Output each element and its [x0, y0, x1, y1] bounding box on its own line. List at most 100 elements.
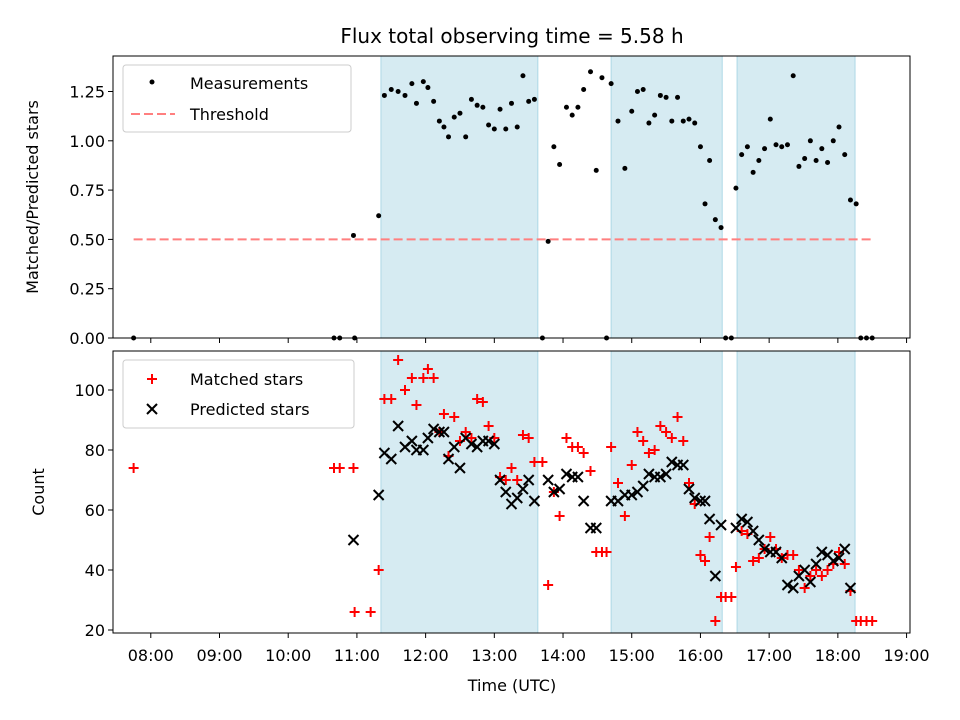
top-plot-frame — [112, 55, 911, 339]
measurement-point — [697, 144, 703, 150]
measurement-point — [692, 120, 698, 126]
y-tick-label: 1.25 — [69, 82, 105, 101]
predicted-stars-point — [709, 570, 722, 582]
measurement-point — [646, 120, 652, 126]
matched-stars-point — [438, 409, 449, 419]
measurement-point — [718, 225, 724, 231]
predicted-stars-point — [666, 456, 678, 468]
predicted-stars-point — [560, 468, 573, 480]
measurement-point — [847, 197, 853, 203]
predicted-stars-point — [522, 474, 535, 486]
matched-stars-point — [643, 448, 654, 458]
predicted-stars-point — [417, 444, 430, 456]
measurement-point — [402, 92, 408, 98]
measurement-point — [830, 138, 836, 144]
measurement-point — [431, 98, 437, 104]
measurement-point — [744, 144, 750, 150]
measurement-point — [669, 118, 675, 124]
measurement-point — [807, 138, 813, 144]
matched-stars-point — [666, 433, 677, 443]
bottom-panel: 20 40 60 80 100 08:00 09:00 10:00 11:00 12:00 13:… — [29, 350, 930, 695]
bottom-plot-frame — [112, 350, 911, 634]
measurement-point — [381, 92, 387, 98]
predicted-stars-point — [844, 582, 857, 594]
measurement-point — [463, 134, 469, 140]
bottom-y-axis-label: Count — [29, 468, 48, 516]
predicted-stars-point — [810, 558, 822, 570]
measurement-point — [622, 165, 628, 171]
matched-stars-series — [128, 355, 878, 626]
predicted-stars-point — [517, 483, 529, 495]
predicted-stars-point — [677, 459, 689, 471]
predicted-stars-point — [703, 513, 716, 525]
predicted-stars-point — [572, 471, 584, 483]
matched-stars-point — [765, 532, 776, 542]
top-panel: 0.00 0.25 0.50 0.75 1.00 1.25 Matched/Predict… — [23, 55, 911, 348]
predicted-stars-point — [747, 525, 759, 537]
measurement-point — [474, 102, 480, 108]
matched-stars-point — [483, 421, 494, 431]
matched-stars-point — [726, 592, 737, 602]
legend-matched-label: Matched stars — [190, 370, 303, 389]
y-tick-label: 0.50 — [69, 230, 105, 249]
predicted-stars-point — [482, 435, 495, 447]
measurement-point — [750, 169, 756, 175]
legend-measurements-marker — [149, 79, 155, 85]
measurement-point — [640, 87, 646, 93]
top-y-axis-label: Matched/Predicted stars — [23, 100, 42, 294]
measurement-point — [802, 156, 808, 162]
matched-stars-point — [606, 442, 617, 452]
matched-stars-point — [683, 478, 694, 488]
predicted-stars-point — [816, 546, 828, 558]
bottom-x-ticks: 08:00 09:00 10:00 11:00 12:00 13:00 14:00 15:00… — [128, 633, 930, 665]
measurement-point — [436, 118, 442, 124]
predicted-stars-point — [500, 486, 512, 498]
measurement-point — [468, 96, 474, 102]
matched-stars-point — [730, 562, 741, 572]
measurement-point — [446, 134, 452, 140]
matched-stars-point — [349, 607, 360, 617]
measurement-point — [581, 87, 587, 93]
predicted-stars-point — [637, 480, 649, 492]
measurement-point — [420, 79, 426, 85]
matched-stars-point — [822, 565, 833, 575]
measurement-point — [451, 114, 457, 120]
predicted-stars-point — [798, 564, 811, 576]
x-tick-label: 09:00 — [196, 646, 242, 665]
measurement-point — [615, 118, 621, 124]
matched-stars-point — [695, 550, 706, 560]
y-tick-label: 0.00 — [69, 329, 105, 348]
predicted-stars-point — [347, 534, 360, 546]
predicted-stars-point — [392, 420, 404, 432]
matched-stars-point — [661, 427, 672, 437]
measurement-point — [569, 112, 575, 118]
matched-stars-point — [839, 559, 850, 569]
measurements-series — [131, 69, 875, 341]
matched-stars-point — [572, 442, 583, 452]
measurement-point — [790, 73, 796, 79]
measurement-point — [652, 112, 658, 118]
measurement-point — [686, 116, 692, 122]
matched-stars-point — [477, 397, 488, 407]
predicted-stars-point — [833, 552, 845, 564]
matched-stars-point — [799, 583, 810, 593]
measurement-point — [457, 110, 463, 116]
measurement-point — [784, 142, 790, 148]
measurement-point — [593, 167, 599, 173]
measurement-point — [514, 124, 520, 130]
x-tick-label: 14:00 — [540, 646, 586, 665]
measurement-point — [491, 126, 497, 132]
matched-stars-point — [517, 430, 528, 440]
matched-stars-point — [449, 412, 460, 422]
measurement-point — [545, 238, 551, 244]
matched-stars-point — [816, 571, 827, 581]
matched-stars-point — [466, 433, 477, 443]
measurement-point — [608, 81, 614, 87]
measurement-point — [588, 69, 594, 75]
matched-stars-point — [128, 463, 139, 473]
measurement-point — [842, 152, 848, 158]
predicted-stars-point — [758, 543, 771, 555]
y-tick-label: 1.00 — [69, 132, 105, 151]
measurement-point — [733, 185, 739, 191]
measurement-point — [773, 142, 779, 148]
